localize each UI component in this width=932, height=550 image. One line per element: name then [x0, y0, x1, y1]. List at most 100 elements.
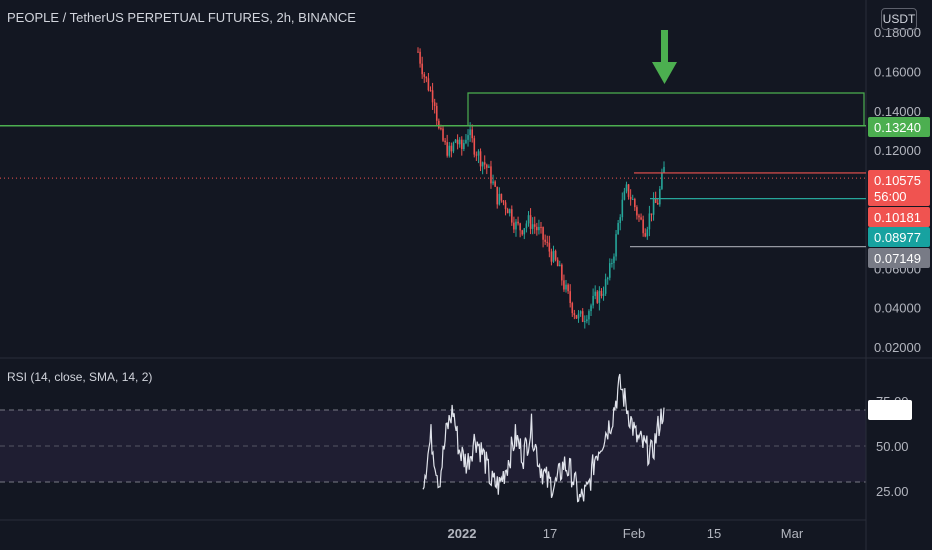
teal-level-tag-bg [868, 227, 930, 247]
time-tick-label: 17 [543, 526, 557, 541]
candle-body [659, 188, 661, 205]
red-level-tag: 0.10181 [868, 207, 930, 227]
rsi-value-tag: 71.35 [868, 400, 912, 420]
candle-body [588, 311, 590, 320]
candle-body [608, 263, 611, 278]
candle-body [492, 181, 494, 184]
candle-body [554, 250, 557, 260]
rsi-tick-label: 50.00 [876, 439, 909, 454]
candle-body [423, 74, 426, 77]
candle-body [596, 291, 599, 303]
candle-body [433, 102, 436, 106]
candle-body [538, 226, 540, 231]
price-tick-label: 0.18000 [874, 25, 921, 40]
price-tick-label: 0.12000 [874, 143, 921, 158]
candle-body [488, 166, 490, 168]
last-price-tag-bg [868, 170, 930, 206]
candle-body [590, 305, 592, 312]
candle-body [475, 154, 478, 156]
candle-body [425, 76, 428, 79]
rsi-title[interactable]: RSI (14, close, SMA, 14, 2) [7, 370, 153, 384]
candle-body [485, 164, 488, 168]
candle-body [479, 151, 482, 167]
teal-level-tag-text: 0.08977 [874, 230, 921, 245]
time-tick-label: Mar [781, 526, 804, 541]
candle-body [646, 229, 649, 237]
candle-body [577, 313, 580, 319]
candle-body [634, 199, 636, 208]
red-level-tag-text: 0.10181 [874, 210, 921, 225]
gray-level-tag-text: 0.07149 [874, 251, 921, 266]
candle-body [481, 162, 484, 167]
candle-body [500, 193, 503, 201]
candle-body [613, 256, 615, 264]
candle-body [540, 226, 542, 228]
candle-body [421, 63, 423, 75]
candle-body [563, 280, 565, 290]
candle-body [508, 209, 511, 214]
rsi-tick-label: 25.00 [876, 484, 909, 499]
candle-body [473, 138, 476, 155]
candle-body [465, 139, 467, 144]
candle-body [477, 151, 480, 156]
symbol-title[interactable]: PEOPLE / TetherUS PERPETUAL FUTURES, 2h,… [7, 10, 356, 25]
candle-body [542, 227, 544, 240]
candle-body [606, 277, 609, 280]
currency-button[interactable]: USDT [881, 8, 917, 30]
candle-body [517, 221, 519, 224]
candle-body [442, 128, 444, 141]
candle-body [448, 145, 451, 156]
candle-body [558, 264, 561, 267]
candle-body [511, 209, 513, 223]
last-price-tag [868, 170, 930, 206]
candle-body [440, 128, 442, 130]
candle-body [536, 226, 538, 231]
green-box [467, 92, 865, 126]
down-arrow-shaft [661, 30, 668, 66]
candle-body [529, 215, 532, 229]
candle-body [598, 290, 601, 303]
candle-body [594, 291, 597, 296]
candle-body [567, 284, 569, 292]
candle-body [638, 215, 640, 218]
candle-body [604, 279, 607, 294]
candle-body [450, 145, 453, 152]
candle-body [581, 311, 584, 322]
candle-body [556, 259, 559, 267]
candle-body [652, 198, 655, 215]
candle-body [575, 315, 578, 319]
candle-body [490, 166, 492, 184]
candle-body [417, 51, 419, 53]
time-axis-ticks: 2022 17 Feb 15 Mar [448, 526, 804, 541]
rsi-value-tag-bg [868, 400, 912, 420]
price-tick-label: 0.14000 [874, 104, 921, 119]
down-arrow-icon[interactable] [652, 30, 677, 84]
candle-body [427, 78, 430, 91]
candle-body [519, 223, 521, 231]
candle-body [471, 129, 474, 139]
candle-body [429, 90, 432, 92]
candle-body [569, 291, 571, 303]
candle-body [583, 321, 586, 323]
candle-body [619, 217, 622, 224]
candle-body [525, 223, 528, 229]
candle-body [521, 230, 524, 235]
candle-body [550, 251, 553, 262]
countdown-text: 56:00 [874, 189, 907, 204]
candle-body [621, 199, 624, 218]
candle-body [513, 222, 515, 230]
candle-body [573, 313, 576, 316]
candle-body [615, 234, 617, 257]
last-price-text: 0.10575 [874, 173, 921, 188]
candle-body [561, 264, 563, 281]
candle-body [446, 142, 448, 156]
green-level-tag-bg [868, 117, 930, 137]
candle-body [571, 302, 574, 314]
red-level-tag-bg [868, 207, 930, 227]
candle-body [611, 263, 613, 265]
green-level-tag: 0.13240 [868, 117, 930, 137]
candle-body [452, 142, 455, 152]
candles-group [417, 47, 665, 329]
candle-body [631, 199, 634, 201]
